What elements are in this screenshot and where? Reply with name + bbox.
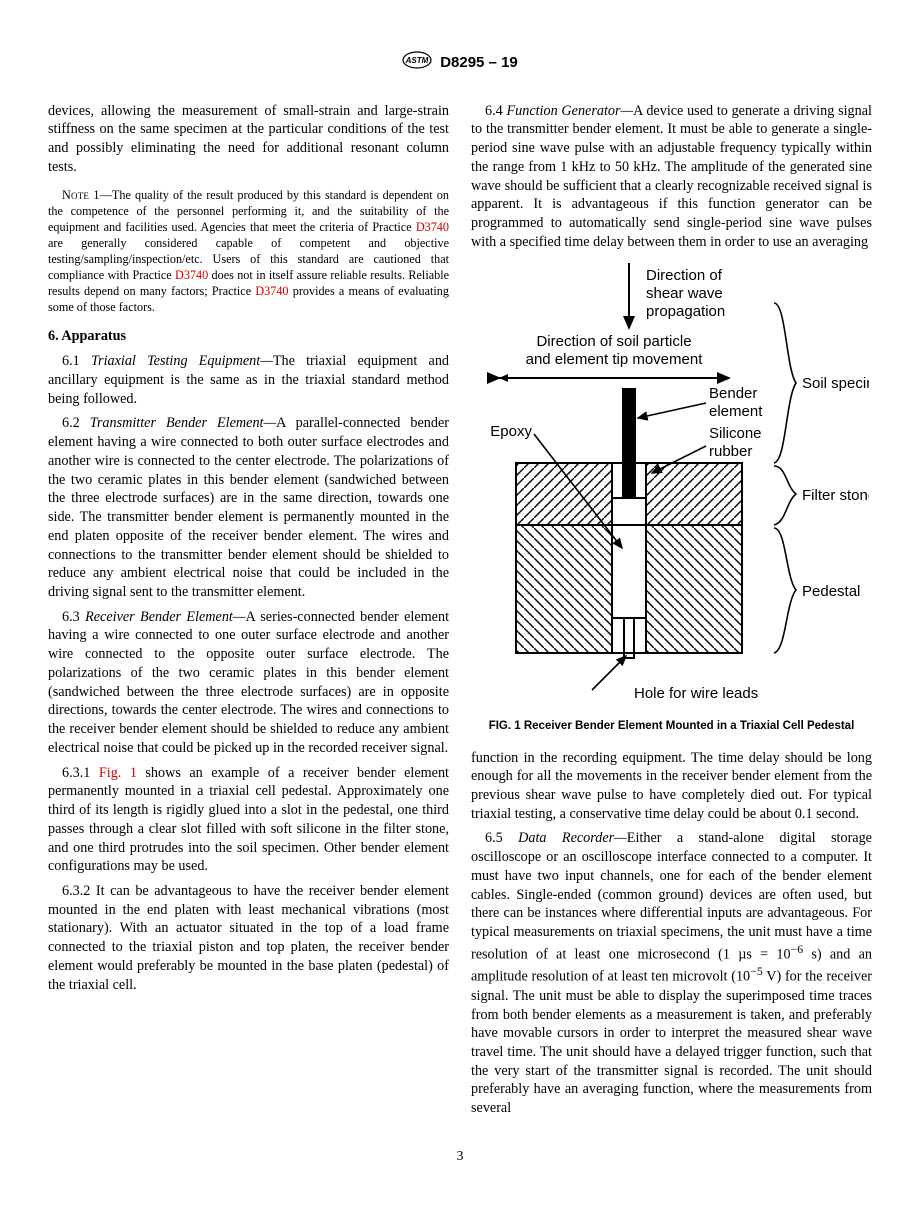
para-6-2: 6.2 Transmitter Bender Element—A paralle… (48, 414, 449, 601)
para-6-4: 6.4 Function Generator—A device used to … (471, 102, 872, 252)
figure-1-caption: FIG. 1 Receiver Bender Element Mounted i… (471, 719, 872, 734)
label-soil-specimen: Soil specimen (802, 375, 869, 392)
svg-text:rubber: rubber (709, 443, 752, 460)
note-label: Note 1 (62, 188, 100, 202)
label-direction-shear: Direction of (646, 267, 723, 284)
intro-paragraph: devices, allowing the measurement of sma… (48, 102, 449, 177)
para-6-3: 6.3 Receiver Bender Element—A series-con… (48, 608, 449, 758)
link-fig-1[interactable]: Fig. 1 (99, 765, 137, 781)
label-silicone: Silicone (709, 425, 762, 442)
section-6-heading: 6. Apparatus (48, 327, 449, 346)
standard-designation: D8295 – 19 (440, 53, 518, 73)
svg-text:element: element (709, 403, 763, 420)
para-6-1: 6.1 Triaxial Testing Equipment—The triax… (48, 352, 449, 408)
label-filter-stone: Filter stone (802, 487, 869, 504)
svg-text:shear wave: shear wave (646, 285, 723, 302)
label-hole-wire-leads: Hole for wire leads (634, 685, 758, 702)
label-epoxy: Epoxy (490, 423, 532, 440)
svg-text:ASTM: ASTM (405, 56, 429, 65)
page-number: 3 (48, 1148, 872, 1166)
link-d3740-2[interactable]: D3740 (175, 268, 208, 282)
svg-text:propagation: propagation (646, 303, 725, 320)
svg-text:and element tip movement: and element tip movement (526, 351, 704, 368)
para-6-4-continued: function in the recording equipment. The… (471, 749, 872, 824)
para-6-5: 6.5 Data Recorder—Either a stand-alone d… (471, 829, 872, 1117)
link-d3740-1[interactable]: D3740 (416, 220, 449, 234)
astm-logo: ASTM (402, 50, 432, 76)
note-1: Note 1—The quality of the result produce… (48, 187, 449, 316)
label-pedestal: Pedestal (802, 583, 860, 600)
label-bender-element: Bender (709, 385, 757, 402)
page-header: ASTM D8295 – 19 (48, 50, 872, 76)
para-6-3-1: 6.3.1 Fig. 1 shows an example of a recei… (48, 764, 449, 876)
link-d3740-3[interactable]: D3740 (255, 284, 288, 298)
label-direction-particle: Direction of soil particle (536, 333, 691, 350)
figure-1: Direction of shear wave propagation Dire… (471, 258, 872, 735)
para-6-3-2: 6.3.2 It can be advantageous to have the… (48, 882, 449, 994)
